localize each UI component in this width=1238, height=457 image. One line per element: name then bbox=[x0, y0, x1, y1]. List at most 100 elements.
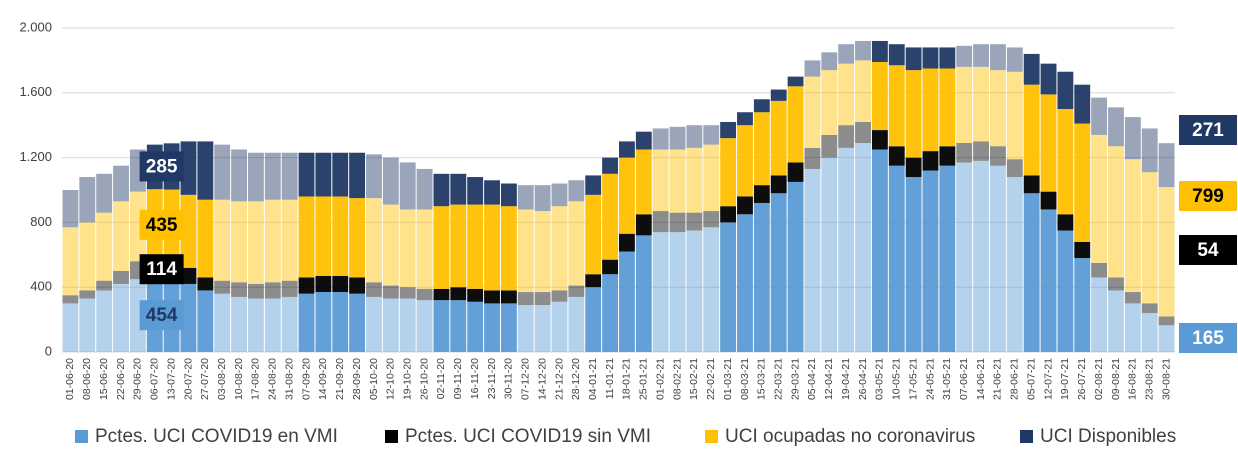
bar-segment bbox=[669, 212, 686, 233]
value-label-box bbox=[139, 209, 184, 240]
bar-segment bbox=[619, 233, 635, 252]
value-label: 454 bbox=[146, 305, 178, 326]
bar-segment bbox=[871, 62, 888, 131]
bar-segment bbox=[62, 295, 79, 304]
legend-label: Pctes. UCI COVID19 en VMI bbox=[95, 426, 338, 447]
bar-segment bbox=[568, 285, 585, 297]
bar-segment bbox=[669, 149, 686, 213]
bar-segment bbox=[804, 76, 821, 148]
bar-segment bbox=[197, 290, 214, 352]
bar-segment bbox=[500, 206, 517, 291]
x-tick-label: 28-12-20 bbox=[570, 358, 582, 400]
bar-segment bbox=[96, 290, 113, 352]
x-tick-label: 26-10-20 bbox=[418, 358, 430, 400]
bar-segment bbox=[770, 89, 787, 101]
bar-segment bbox=[973, 44, 989, 67]
x-tick-label: 30-08-21 bbox=[1160, 358, 1172, 400]
bar-segment bbox=[855, 40, 871, 61]
x-tick-label: 07-09-20 bbox=[300, 358, 312, 400]
bar-segment bbox=[720, 138, 737, 207]
bar-segment bbox=[821, 134, 838, 158]
bar-segment bbox=[332, 152, 349, 197]
bar-segment bbox=[433, 206, 450, 289]
bar-segment bbox=[1074, 123, 1091, 242]
y-tick-label: 2.000 bbox=[19, 19, 52, 34]
bar-segment bbox=[922, 47, 939, 69]
bar-segment bbox=[180, 267, 197, 284]
value-label: 285 bbox=[146, 156, 178, 177]
bar-segment bbox=[382, 204, 399, 286]
bar-segment bbox=[787, 76, 804, 87]
bar-segment bbox=[602, 157, 618, 174]
bar-segment bbox=[720, 222, 737, 352]
bar-segment bbox=[315, 196, 332, 276]
bar-segment bbox=[973, 141, 989, 161]
bar-segment bbox=[568, 201, 585, 286]
bar-segment bbox=[585, 175, 602, 195]
bar-segment bbox=[180, 283, 197, 352]
bar-segment bbox=[855, 121, 871, 144]
bar-segment bbox=[838, 63, 855, 126]
bar-segment bbox=[1074, 84, 1091, 124]
bar-segment bbox=[315, 275, 332, 293]
x-tick-label: 30-11-20 bbox=[503, 358, 515, 399]
bar-segment bbox=[1023, 84, 1040, 176]
bar-segment bbox=[129, 279, 146, 352]
bar-segment bbox=[113, 201, 129, 271]
x-tick-label: 18-01-21 bbox=[621, 358, 633, 400]
x-tick-label: 27-07-20 bbox=[199, 358, 211, 400]
bar-segment bbox=[888, 165, 905, 352]
x-tick-label: 14-06-21 bbox=[975, 358, 987, 400]
bar-segment bbox=[79, 298, 96, 352]
bar-segment bbox=[450, 300, 467, 352]
bar-segment bbox=[753, 112, 770, 186]
bar-segment bbox=[770, 175, 787, 194]
bar-segment bbox=[804, 168, 821, 352]
bar-segment bbox=[703, 144, 720, 212]
bar-segment bbox=[433, 300, 450, 352]
bar-segment bbox=[298, 152, 315, 197]
x-tick-label: 03-08-20 bbox=[216, 358, 228, 400]
bar-segment bbox=[871, 40, 888, 63]
bar-segment bbox=[905, 157, 922, 178]
bar-segment bbox=[467, 301, 484, 352]
x-tick-label: 16-08-21 bbox=[1127, 358, 1139, 400]
legend-swatch bbox=[75, 430, 88, 443]
bar-segment bbox=[433, 173, 450, 207]
bar-segment bbox=[855, 60, 871, 122]
value-label-box bbox=[1179, 181, 1237, 211]
x-tick-label: 02-08-21 bbox=[1093, 358, 1105, 400]
bar-segment bbox=[416, 300, 433, 352]
x-tick-label: 22-02-21 bbox=[705, 358, 717, 400]
x-tick-label: 16-11-20 bbox=[469, 358, 481, 399]
bar-segment bbox=[804, 60, 821, 77]
bar-segment bbox=[1006, 177, 1023, 352]
bar-segment bbox=[888, 65, 905, 147]
bar-segment bbox=[1040, 209, 1057, 352]
legend-label: UCI ocupadas no coronavirus bbox=[725, 426, 975, 447]
bar-segment bbox=[568, 296, 585, 352]
bar-segment bbox=[821, 52, 838, 71]
x-tick-label: 23-08-21 bbox=[1143, 358, 1155, 400]
bar-segment bbox=[349, 198, 366, 278]
bar-segment bbox=[1124, 159, 1141, 293]
bar-segment bbox=[737, 196, 753, 215]
bar-segment bbox=[180, 194, 197, 268]
bar-segment bbox=[956, 45, 973, 67]
x-tick-label: 14-09-20 bbox=[317, 358, 329, 400]
x-tick-label: 15-06-20 bbox=[98, 358, 110, 400]
bar-segment bbox=[1124, 303, 1141, 352]
bar-segment bbox=[1158, 187, 1175, 317]
bar-segment bbox=[922, 68, 939, 152]
bar-segment bbox=[753, 202, 770, 352]
value-label-box bbox=[1179, 323, 1237, 353]
bar-segment bbox=[197, 141, 214, 200]
x-tick-label: 09-08-21 bbox=[1110, 358, 1122, 400]
bar-segment bbox=[500, 290, 517, 304]
bar-segment bbox=[467, 177, 484, 205]
bar-segment bbox=[281, 296, 298, 352]
bar-segment bbox=[382, 157, 399, 205]
bar-segment bbox=[551, 290, 568, 302]
bar-segment bbox=[467, 204, 484, 289]
bar-segment bbox=[96, 212, 113, 281]
